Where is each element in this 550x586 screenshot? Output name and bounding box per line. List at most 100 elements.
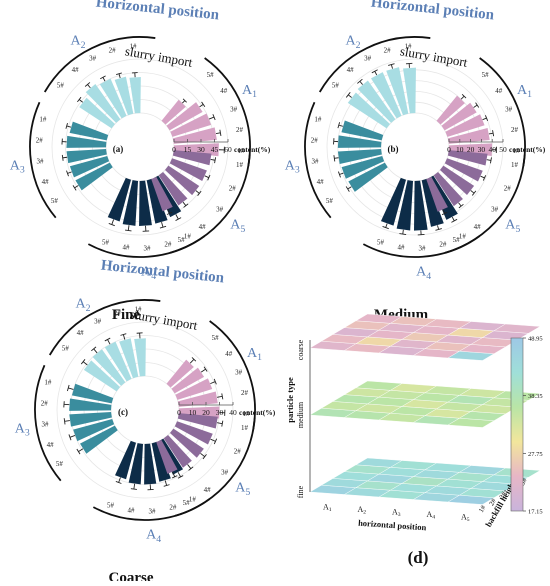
radial-tick-label: 20 bbox=[202, 408, 210, 417]
content-axis-label: content(%) bbox=[234, 145, 271, 154]
group-subscript: 1 bbox=[527, 89, 532, 100]
error-bar bbox=[188, 464, 191, 468]
bar-label: 5# bbox=[326, 197, 334, 205]
group-label-A3: A3 bbox=[15, 421, 30, 438]
bar-label: 4# bbox=[220, 87, 228, 95]
content-axis-label: content(%) bbox=[239, 408, 276, 417]
bar-label: 3# bbox=[89, 54, 97, 62]
error-cap bbox=[399, 234, 406, 235]
bar-label: 3# bbox=[36, 158, 44, 166]
layer-medium bbox=[310, 381, 540, 428]
layer-label-medium: medium bbox=[296, 401, 305, 428]
bar-label: 4# bbox=[72, 66, 80, 74]
slurry-import-label: slurry import bbox=[129, 306, 199, 333]
group-subscript: 4 bbox=[426, 271, 431, 282]
bar-label: 5# bbox=[482, 71, 490, 79]
error-cap bbox=[77, 449, 80, 454]
panel-label: (a) bbox=[113, 144, 124, 154]
panel-label: (b) bbox=[388, 144, 399, 154]
group-label-A2: A2 bbox=[75, 297, 90, 314]
bar-label: 5# bbox=[377, 238, 385, 246]
radial-tick-label: 30 bbox=[216, 408, 224, 417]
bar-label: 2# bbox=[109, 46, 117, 54]
colorbar-tick-label: 27.75 bbox=[528, 451, 543, 458]
bar-label: 1# bbox=[44, 379, 52, 387]
bar-label: 4# bbox=[199, 223, 207, 231]
group-label-A4: A4 bbox=[416, 265, 431, 282]
group-label-A2: A2 bbox=[345, 34, 360, 51]
error-cap bbox=[77, 97, 81, 102]
group-subscript: 3 bbox=[25, 428, 30, 439]
group-subscript: 5 bbox=[240, 224, 245, 235]
bar-label: 5# bbox=[178, 236, 186, 244]
bar-label: 4# bbox=[42, 178, 50, 186]
group-subscript: 3 bbox=[398, 512, 401, 518]
bar-label: 2# bbox=[169, 504, 177, 512]
error-bar bbox=[211, 159, 215, 160]
error-bar bbox=[134, 484, 135, 489]
error-bar bbox=[112, 220, 114, 225]
slurry-import-label: slurry import bbox=[124, 43, 194, 70]
error-cap bbox=[64, 418, 65, 424]
error-bar bbox=[103, 77, 105, 81]
error-bar bbox=[403, 230, 404, 234]
error-bar bbox=[375, 71, 377, 75]
radial-tick-label: 30 bbox=[197, 145, 205, 154]
bar-label: 4# bbox=[495, 87, 503, 95]
error-bar bbox=[481, 176, 485, 178]
error-bar bbox=[483, 118, 487, 120]
error-cap bbox=[490, 157, 491, 163]
bar-label: 4# bbox=[47, 441, 55, 449]
error-cap bbox=[125, 230, 131, 231]
bar-label: 2# bbox=[236, 126, 244, 134]
group-subscript: 3 bbox=[295, 165, 300, 176]
bar-label: 2# bbox=[504, 185, 512, 193]
x-category-label: A3 bbox=[392, 507, 401, 518]
bar-label: 2# bbox=[439, 241, 447, 249]
error-bar bbox=[201, 369, 205, 372]
group-subscript: 1 bbox=[329, 507, 332, 513]
x-category-label: A5 bbox=[461, 512, 470, 523]
error-bar bbox=[217, 396, 222, 397]
y-axis-label: particle type bbox=[285, 377, 295, 423]
error-cap bbox=[100, 76, 105, 79]
bar-label: 5# bbox=[56, 460, 64, 468]
content-axis-label: content(%) bbox=[509, 145, 546, 154]
bar-label: 2# bbox=[36, 136, 44, 144]
bar-label: 3# bbox=[491, 206, 499, 214]
group-subscript: 5 bbox=[467, 517, 470, 523]
error-bar bbox=[339, 125, 343, 126]
group-label-A5: A5 bbox=[505, 217, 520, 234]
colorbar-tick-label: 48.95 bbox=[528, 336, 543, 343]
error-bar bbox=[65, 421, 70, 422]
bar-label: 2# bbox=[241, 389, 249, 397]
error-bar bbox=[209, 117, 214, 119]
bar-label: 3# bbox=[149, 507, 157, 515]
error-bar bbox=[176, 214, 179, 219]
panel-caption: Coarse bbox=[109, 570, 154, 581]
error-bar bbox=[334, 158, 338, 159]
bar-label: 4# bbox=[204, 486, 212, 494]
group-label-A1: A1 bbox=[517, 83, 532, 100]
bar-label: 2# bbox=[41, 399, 49, 407]
error-bar bbox=[190, 359, 194, 363]
group-subscript: 1 bbox=[252, 89, 257, 100]
radial-tick-label: 10 bbox=[456, 145, 464, 154]
polar-chart-2: 1#2#3#4#5#1#2#3#4#5#1#2#3#4#5#1#2#3#4#5#… bbox=[285, 0, 546, 323]
error-bar bbox=[386, 224, 387, 228]
bar-label: 4# bbox=[474, 223, 482, 231]
group-subscript: 3 bbox=[20, 165, 25, 176]
error-cap bbox=[222, 421, 223, 427]
bar-label: 1# bbox=[189, 496, 197, 504]
group-label-A3: A3 bbox=[10, 158, 25, 175]
group-label-A3: A3 bbox=[285, 158, 300, 175]
colorbar-tick-label: 38.35 bbox=[528, 393, 543, 400]
layer-coarse bbox=[310, 314, 540, 361]
group-subscript: 1 bbox=[257, 352, 262, 363]
group-subscript: 2 bbox=[363, 510, 366, 516]
bar-label: 5# bbox=[332, 81, 340, 89]
error-bar bbox=[459, 203, 462, 206]
layer-label-coarse: coarse bbox=[296, 339, 305, 360]
